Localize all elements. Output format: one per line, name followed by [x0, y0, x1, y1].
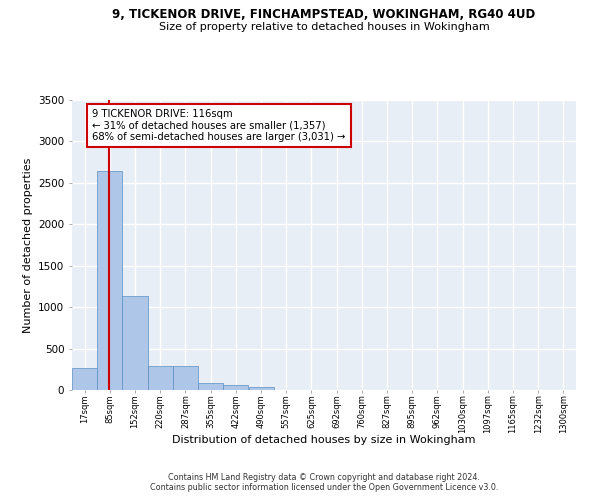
- Text: Contains HM Land Registry data © Crown copyright and database right 2024.: Contains HM Land Registry data © Crown c…: [168, 472, 480, 482]
- Bar: [122, 296, 148, 390]
- Text: 9, TICKENOR DRIVE, FINCHAMPSTEAD, WOKINGHAM, RG40 4UD: 9, TICKENOR DRIVE, FINCHAMPSTEAD, WOKING…: [112, 8, 536, 20]
- Text: 9 TICKENOR DRIVE: 116sqm
← 31% of detached houses are smaller (1,357)
68% of sem: 9 TICKENOR DRIVE: 116sqm ← 31% of detach…: [92, 108, 346, 142]
- Bar: [248, 386, 274, 390]
- Y-axis label: Number of detached properties: Number of detached properties: [23, 158, 32, 332]
- Text: Contains public sector information licensed under the Open Government Licence v3: Contains public sector information licen…: [150, 482, 498, 492]
- Text: Size of property relative to detached houses in Wokingham: Size of property relative to detached ho…: [158, 22, 490, 32]
- Bar: [223, 386, 248, 390]
- Bar: [148, 366, 173, 390]
- Bar: [97, 172, 122, 390]
- Bar: [198, 382, 223, 390]
- Bar: [173, 366, 198, 390]
- Text: Distribution of detached houses by size in Wokingham: Distribution of detached houses by size …: [172, 435, 476, 445]
- Bar: [72, 368, 97, 390]
